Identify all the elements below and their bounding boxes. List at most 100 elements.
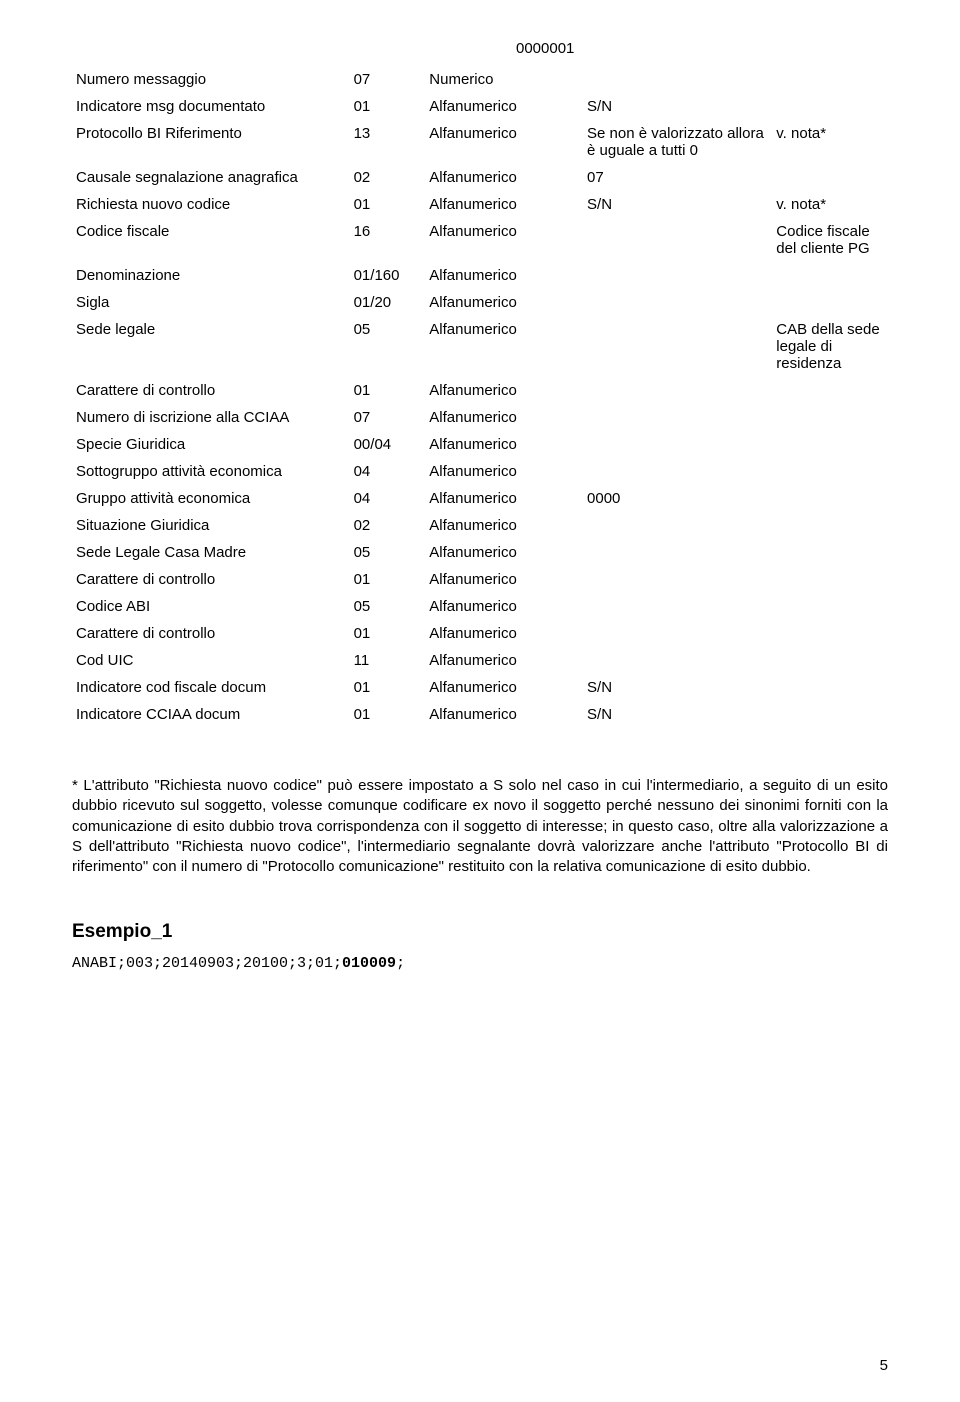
cell-c1: Cod UIC	[72, 647, 350, 674]
table-row: Sede Legale Casa Madre05Alfanumerico	[72, 539, 888, 566]
cell-c5	[772, 620, 888, 647]
cell-c3: Alfanumerico	[425, 647, 583, 674]
cell-c1: Protocollo BI Riferimento	[72, 120, 350, 164]
table-row: Gruppo attività economica04Alfanumerico0…	[72, 485, 888, 512]
table-row: Carattere di controllo01Alfanumerico	[72, 377, 888, 404]
cell-c4	[583, 512, 772, 539]
cell-c3: Alfanumerico	[425, 404, 583, 431]
cell-c1: Denominazione	[72, 262, 350, 289]
table-row: Richiesta nuovo codice01AlfanumericoS/Nv…	[72, 191, 888, 218]
cell-c2: 05	[350, 539, 426, 566]
document-page: 0000001 Numero messaggio07NumericoIndica…	[0, 0, 960, 1402]
table-row: Carattere di controllo01Alfanumerico	[72, 566, 888, 593]
cell-c5	[772, 593, 888, 620]
cell-c3: Alfanumerico	[425, 120, 583, 164]
table-row: Sede legale05AlfanumericoCAB della sede …	[72, 316, 888, 377]
cell-c2: 04	[350, 458, 426, 485]
cell-c5	[772, 674, 888, 701]
cell-c2: 16	[350, 218, 426, 262]
table-row: Causale segnalazione anagrafica02Alfanum…	[72, 164, 888, 191]
cell-c3: Alfanumerico	[425, 431, 583, 458]
cell-c2: 01	[350, 191, 426, 218]
table-row: Numero di iscrizione alla CCIAA07Alfanum…	[72, 404, 888, 431]
cell-c2: 01	[350, 566, 426, 593]
cell-c5	[772, 512, 888, 539]
cell-c2: 01	[350, 620, 426, 647]
cell-c4	[583, 262, 772, 289]
cell-c5: CAB della sede legale di residenza	[772, 316, 888, 377]
cell-c3: Alfanumerico	[425, 316, 583, 377]
footnote-paragraph: * L'attributo "Richiesta nuovo codice" p…	[72, 776, 888, 877]
cell-c3: Alfanumerico	[425, 164, 583, 191]
cell-c4	[583, 539, 772, 566]
cell-c3: Alfanumerico	[425, 377, 583, 404]
cell-c2: 05	[350, 316, 426, 377]
cell-c3: Alfanumerico	[425, 93, 583, 120]
cell-c4	[583, 377, 772, 404]
cell-c1: Numero di iscrizione alla CCIAA	[72, 404, 350, 431]
table-row: Indicatore CCIAA docum01AlfanumericoS/N	[72, 701, 888, 728]
cell-c1: Indicatore cod fiscale docum	[72, 674, 350, 701]
cell-c1: Sede Legale Casa Madre	[72, 539, 350, 566]
cell-c5	[772, 404, 888, 431]
cell-c4	[583, 431, 772, 458]
example-code: ANABI;003;20140903;20100;3;01;010009;	[72, 955, 888, 972]
cell-c3: Alfanumerico	[425, 218, 583, 262]
cell-c2: 11	[350, 647, 426, 674]
code-bold: 010009	[342, 955, 396, 972]
cell-c5	[772, 431, 888, 458]
cell-c4	[583, 620, 772, 647]
cell-c2: 01	[350, 701, 426, 728]
cell-c2: 01	[350, 377, 426, 404]
table-row: Sigla01/20Alfanumerico	[72, 289, 888, 316]
cell-c3: Alfanumerico	[425, 512, 583, 539]
cell-c5: v. nota*	[772, 191, 888, 218]
cell-c4: S/N	[583, 191, 772, 218]
cell-c5	[772, 262, 888, 289]
cell-c1: Numero messaggio	[72, 66, 350, 93]
cell-c2: 01	[350, 93, 426, 120]
cell-c4	[583, 404, 772, 431]
cell-c2: 04	[350, 485, 426, 512]
cell-c2: 01/20	[350, 289, 426, 316]
cell-c3: Numerico	[425, 66, 583, 93]
cell-c3: Alfanumerico	[425, 701, 583, 728]
cell-c1: Indicatore msg documentato	[72, 93, 350, 120]
cell-c2: 00/04	[350, 431, 426, 458]
cell-c2: 02	[350, 512, 426, 539]
cell-c1: Sottogruppo attività economica	[72, 458, 350, 485]
cell-c1: Carattere di controllo	[72, 620, 350, 647]
cell-c3: Alfanumerico	[425, 674, 583, 701]
cell-c5	[772, 458, 888, 485]
cell-c3: Alfanumerico	[425, 191, 583, 218]
cell-c4	[583, 218, 772, 262]
cell-c4: Se non è valorizzato allora è uguale a t…	[583, 120, 772, 164]
cell-c4: S/N	[583, 701, 772, 728]
cell-c5	[772, 93, 888, 120]
cell-c4: S/N	[583, 674, 772, 701]
code-tail: ;	[396, 955, 405, 972]
cell-c4	[583, 458, 772, 485]
cell-c5	[772, 164, 888, 191]
cell-c1: Indicatore CCIAA docum	[72, 701, 350, 728]
table-row: Situazione Giuridica02Alfanumerico	[72, 512, 888, 539]
cell-c5	[772, 566, 888, 593]
cell-c4	[583, 566, 772, 593]
cell-c3: Alfanumerico	[425, 289, 583, 316]
cell-c2: 05	[350, 593, 426, 620]
cell-c4: 0000	[583, 485, 772, 512]
cell-c2: 07	[350, 66, 426, 93]
cell-c4	[583, 66, 772, 93]
table-row: Codice ABI05Alfanumerico	[72, 593, 888, 620]
page-number: 5	[880, 1357, 888, 1374]
cell-c3: Alfanumerico	[425, 620, 583, 647]
cell-c1: Sigla	[72, 289, 350, 316]
cell-c2: 13	[350, 120, 426, 164]
cell-c3: Alfanumerico	[425, 593, 583, 620]
table-row: Carattere di controllo01Alfanumerico	[72, 620, 888, 647]
cell-c5	[772, 539, 888, 566]
cell-c2: 02	[350, 164, 426, 191]
cell-c5	[772, 289, 888, 316]
code-plain: ANABI;003;20140903;20100;3;01;	[72, 955, 342, 972]
table-row: Indicatore cod fiscale docum01Alfanumeri…	[72, 674, 888, 701]
